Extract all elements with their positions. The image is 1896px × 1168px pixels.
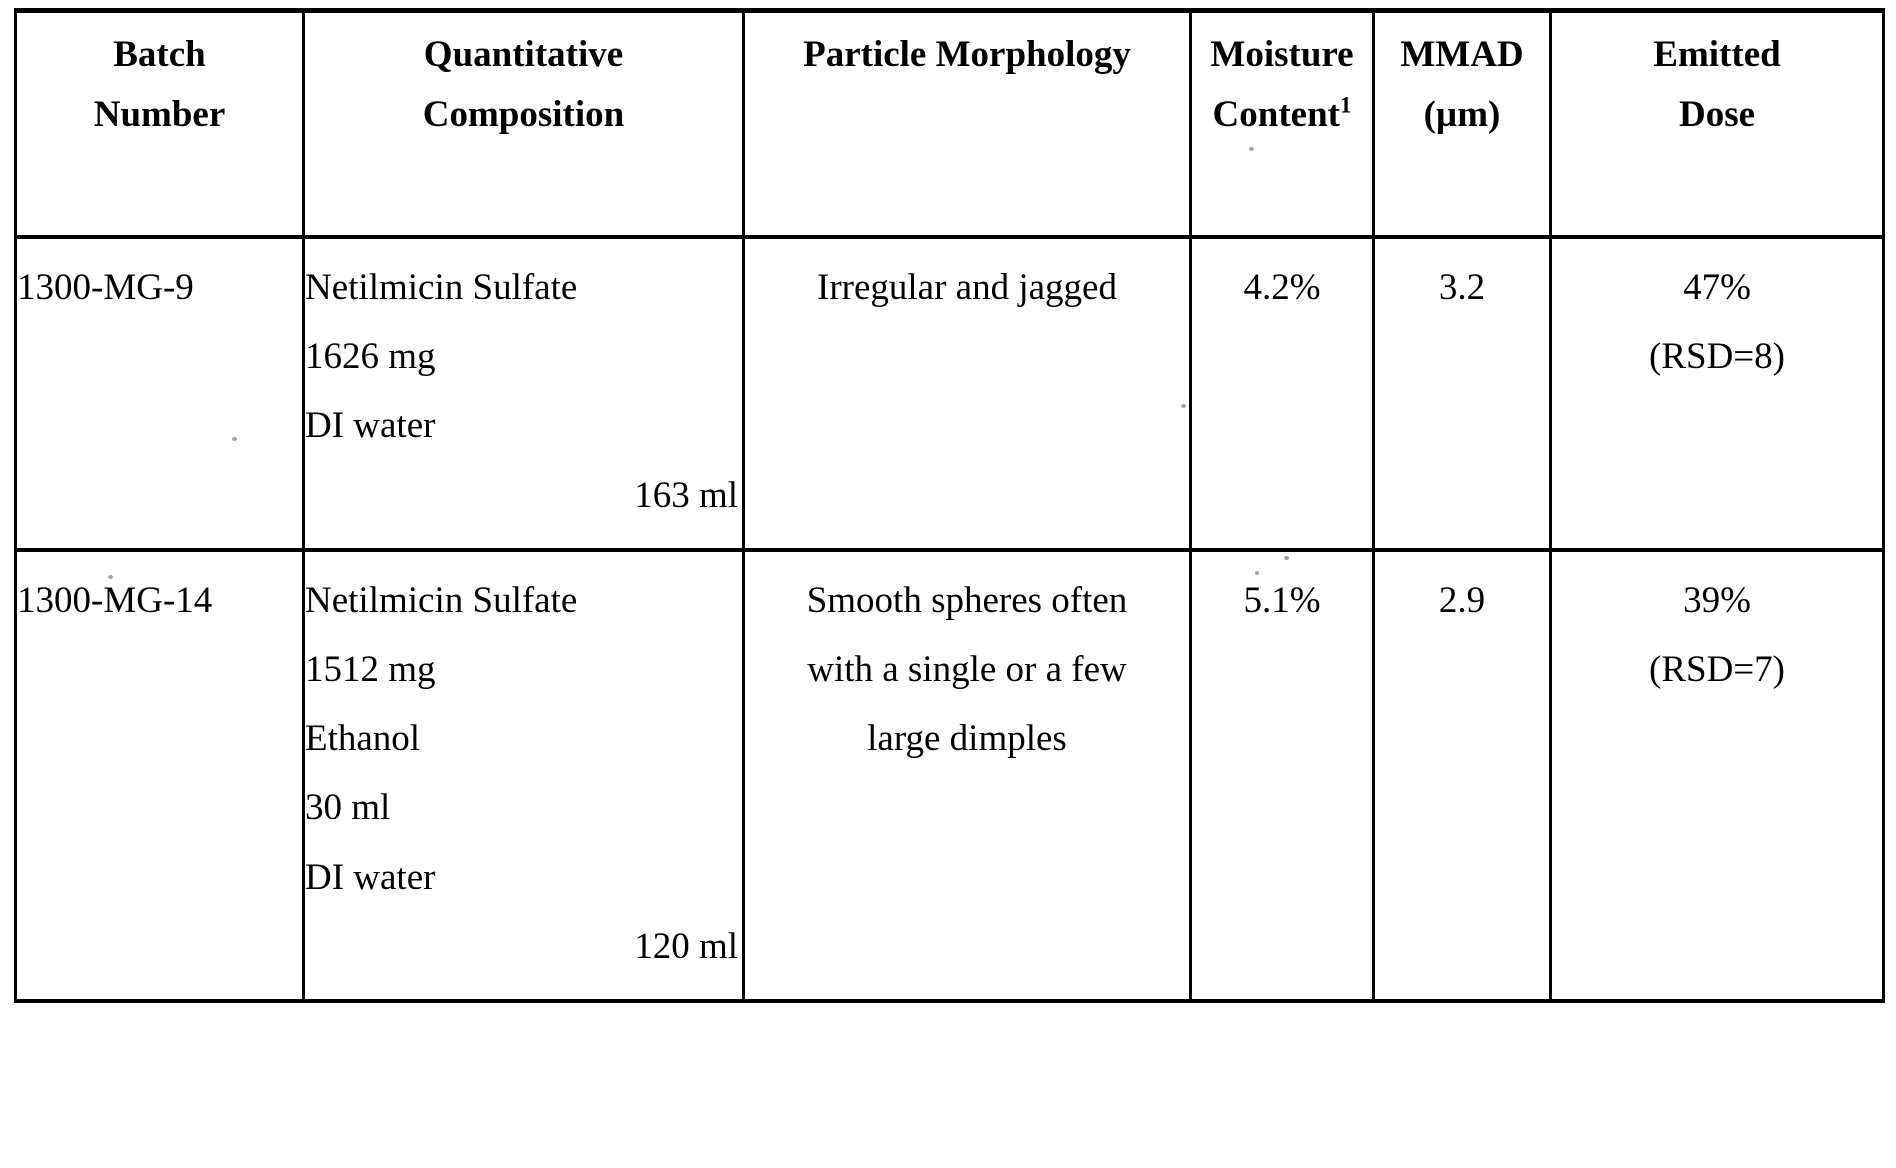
emitted-dose-rsd: (RSD=7) [1552,635,1882,704]
document-page: Batch Number Quantitative Composition Pa… [0,0,1896,1168]
morphology-line: Smooth spheres often [745,566,1189,635]
emitted-dose-rsd: (RSD=8) [1552,322,1882,391]
morphology-line: with a single or a few [745,635,1189,704]
column-header-moisture-content: Moisture Content1 [1191,11,1374,238]
scan-artifact [108,575,113,579]
cell-quantitative-composition: Netilmicin Sulfate 1512 mg Ethanol 30 ml… [304,550,744,1001]
cell-emitted-dose: 39% (RSD=7) [1551,550,1884,1001]
emitted-dose-value: 47% [1552,253,1882,322]
composition-line: 30 ml [305,773,742,842]
cell-particle-morphology: Smooth spheres often with a single or a … [744,550,1191,1001]
header-line: MMAD [1375,25,1549,85]
table-row: 1300-MG-14 Netilmicin Sulfate 1512 mg Et… [16,550,1884,1001]
composition-line: 1626 mg [305,322,742,391]
footnote-marker: 1 [1340,93,1351,118]
header-line: Quantitative [305,25,742,85]
composition-line: Netilmicin Sulfate [305,566,742,635]
header-line: (µm) [1375,85,1549,145]
cell-particle-morphology: Irregular and jagged [744,237,1191,550]
composition-line: DI water [305,391,742,460]
composition-line: 120 ml [305,912,742,981]
header-line: Batch [17,25,302,85]
morphology-line: large dimples [745,704,1189,773]
cell-emitted-dose: 47% (RSD=8) [1551,237,1884,550]
composition-line: 1512 mg [305,635,742,704]
table-row: 1300-MG-9 Netilmicin Sulfate 1626 mg DI … [16,237,1884,550]
morphology-line: Irregular and jagged [745,253,1189,322]
scan-artifact [1249,147,1254,151]
table-header-row: Batch Number Quantitative Composition Pa… [16,11,1884,238]
header-line: Content1 [1192,85,1372,145]
cell-batch-number: 1300-MG-9 [16,237,304,550]
header-line: Moisture [1192,25,1372,85]
batch-specification-table: Batch Number Quantitative Composition Pa… [14,8,1885,1003]
header-line: Particle Morphology [745,25,1189,85]
composition-line: 163 ml [305,461,742,530]
composition-line: Netilmicin Sulfate [305,253,742,322]
scan-artifact [1181,404,1186,408]
cell-moisture-content: 5.1% [1191,550,1374,1001]
scan-artifact [1284,556,1289,560]
cell-mmad: 3.2 [1374,237,1551,550]
column-header-particle-morphology: Particle Morphology [744,11,1191,238]
emitted-dose-value: 39% [1552,566,1882,635]
header-line: Number [17,85,302,145]
header-line: Emitted [1552,25,1882,85]
column-header-mmad: MMAD (µm) [1374,11,1551,238]
composition-line: DI water [305,843,742,912]
scan-artifact [1255,571,1259,575]
column-header-batch-number: Batch Number [16,11,304,238]
composition-line: Ethanol [305,704,742,773]
column-header-emitted-dose: Emitted Dose [1551,11,1884,238]
column-header-quantitative-composition: Quantitative Composition [304,11,744,238]
scan-artifact [232,437,237,441]
cell-moisture-content: 4.2% [1191,237,1374,550]
header-line-text: Content [1213,94,1340,135]
header-line: Dose [1552,85,1882,145]
cell-quantitative-composition: Netilmicin Sulfate 1626 mg DI water 163 … [304,237,744,550]
cell-mmad: 2.9 [1374,550,1551,1001]
cell-batch-number: 1300-MG-14 [16,550,304,1001]
header-line: Composition [305,85,742,145]
